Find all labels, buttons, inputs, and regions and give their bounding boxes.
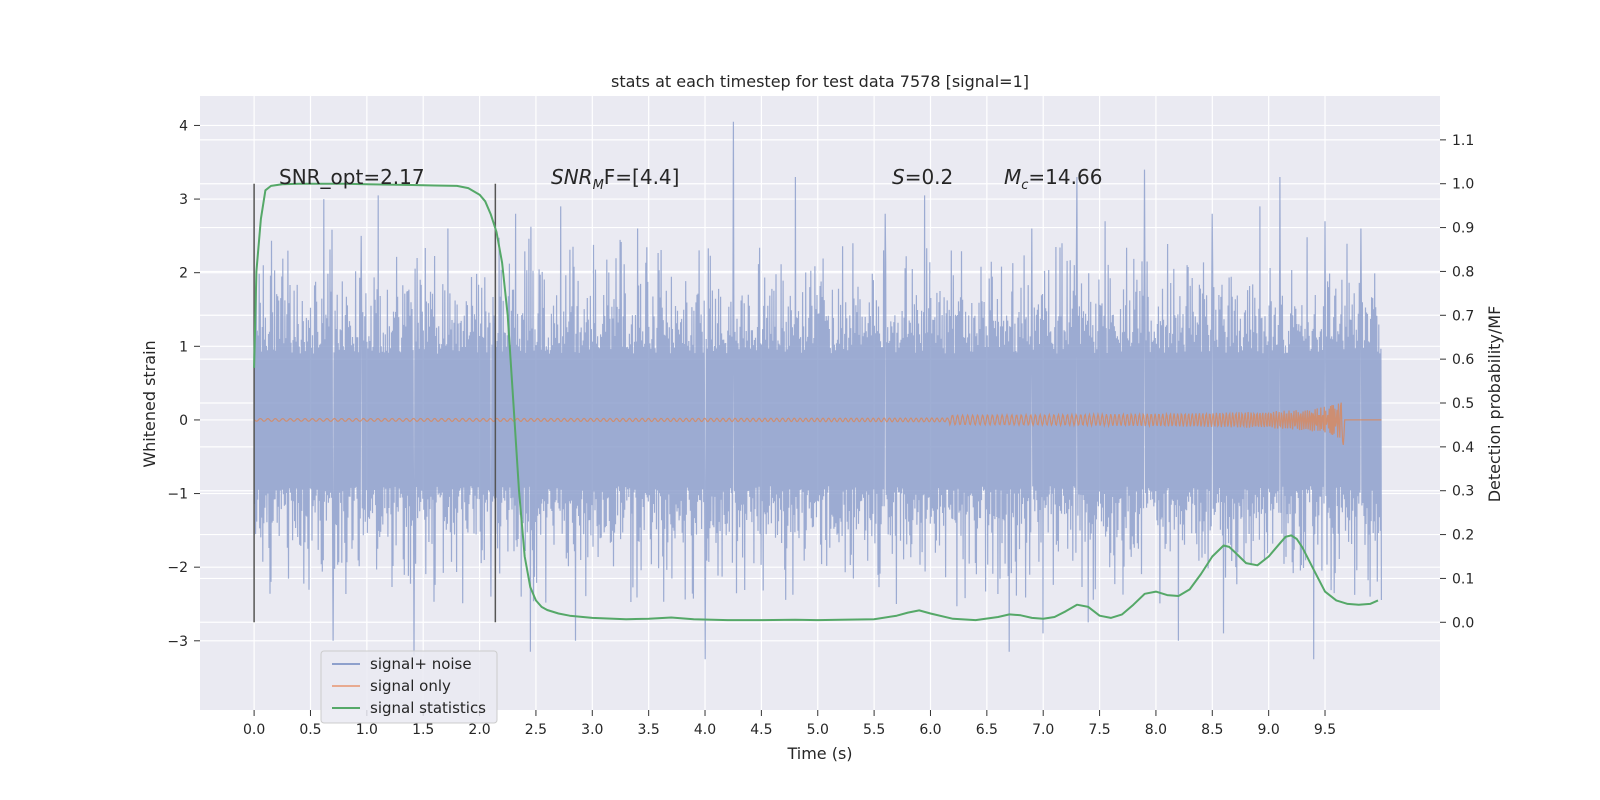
x-tick-label: 5.5	[863, 722, 885, 738]
x-tick-label: 8.0	[1145, 722, 1167, 738]
x-tick-label: 2.5	[525, 722, 547, 738]
annotation-snr-opt: SNR_opt=2.17	[279, 165, 425, 189]
x-tick-label: 7.5	[1088, 722, 1110, 738]
y-left-tick-label: −1	[167, 487, 188, 503]
x-axis-label: Time (s)	[786, 744, 852, 763]
y-right-tick-label: 0.1	[1452, 571, 1474, 587]
y-left-tick-label: −3	[167, 634, 188, 650]
y-left-tick-label: 1	[179, 339, 188, 355]
x-tick-label: 0.5	[299, 722, 321, 738]
y-right-tick-label: 0.0	[1452, 615, 1474, 631]
series-signal-only	[253, 402, 1382, 446]
y-right-tick-label: 0.6	[1452, 352, 1474, 368]
annotation-snr-mf: SNRMF=[4.4]	[551, 165, 679, 193]
annotations: SNR_opt=2.17 SNRMF=[4.4] S=0.2 Mc=14.66	[279, 165, 1102, 193]
y-axis-label-right: Detection probability/MF	[1485, 306, 1504, 503]
x-tick-label: 5.0	[807, 722, 829, 738]
y-left-tick-label: 0	[179, 413, 188, 429]
x-tick-label: 3.5	[638, 722, 660, 738]
y-right-tick-label: 1.0	[1452, 177, 1474, 193]
y-right-tick-label: 0.3	[1452, 484, 1474, 500]
vertical-markers	[253, 183, 497, 623]
annotation-s: S=0.2	[892, 165, 953, 189]
x-tick-label: 4.0	[694, 722, 716, 738]
series-signal-statistics	[253, 182, 1379, 622]
legend-label-signal-statistics: signal statistics	[370, 699, 486, 717]
legend-box	[320, 650, 498, 724]
x-tick-label: 9.0	[1258, 722, 1280, 738]
x-tick-label: 8.5	[1201, 722, 1223, 738]
y-right-tick-label: 0.9	[1452, 221, 1474, 237]
y-left-tick-label: 4	[179, 118, 188, 134]
y-right-tick-label: 0.5	[1452, 396, 1474, 412]
y-axis-label-left: Whitened strain	[140, 340, 159, 467]
x-tick-label: 4.5	[750, 722, 772, 738]
chart-title: stats at each timestep for test data 757…	[611, 72, 1029, 91]
axis-ticks: 0.0 0.5 1.0 1.5 2.0 2.5 3.0 3.5 4.0 4.5 5.0 5.5 6.0 6…	[167, 118, 1474, 738]
signal-statistics-line	[253, 182, 1379, 622]
y-left-tick-label: 2	[179, 266, 188, 282]
y-right-tick-label: 1.1	[1452, 133, 1474, 149]
y-right-tick-label: 0.2	[1452, 528, 1474, 544]
y-left-tick-label: −2	[167, 560, 188, 576]
x-tick-label: 1.5	[412, 722, 434, 738]
y-right-tick-label: 0.4	[1452, 440, 1474, 456]
signal-only-line	[253, 402, 1382, 446]
legend: signal+ noise signal only signal statist…	[320, 650, 498, 724]
y-right-tick-label: 0.7	[1452, 308, 1474, 324]
legend-label-signal-noise: signal+ noise	[370, 655, 472, 673]
x-tick-label: 2.0	[468, 722, 490, 738]
legend-label-signal-only: signal only	[370, 677, 451, 695]
y-right-tick-label: 0.8	[1452, 264, 1474, 280]
x-tick-label: 0.0	[243, 722, 265, 738]
x-tick-label: 3.0	[581, 722, 603, 738]
x-tick-label: 1.0	[356, 722, 378, 738]
x-tick-label: 7.0	[1032, 722, 1054, 738]
annotation-mc: Mc=14.66	[1004, 165, 1102, 193]
y-left-tick-label: 3	[179, 192, 188, 208]
x-tick-label: 6.0	[919, 722, 941, 738]
x-tick-label: 6.5	[976, 722, 998, 738]
x-tick-label: 9.5	[1314, 722, 1336, 738]
